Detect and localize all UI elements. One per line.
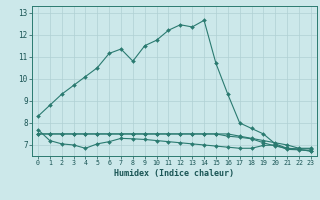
X-axis label: Humidex (Indice chaleur): Humidex (Indice chaleur) <box>115 169 234 178</box>
